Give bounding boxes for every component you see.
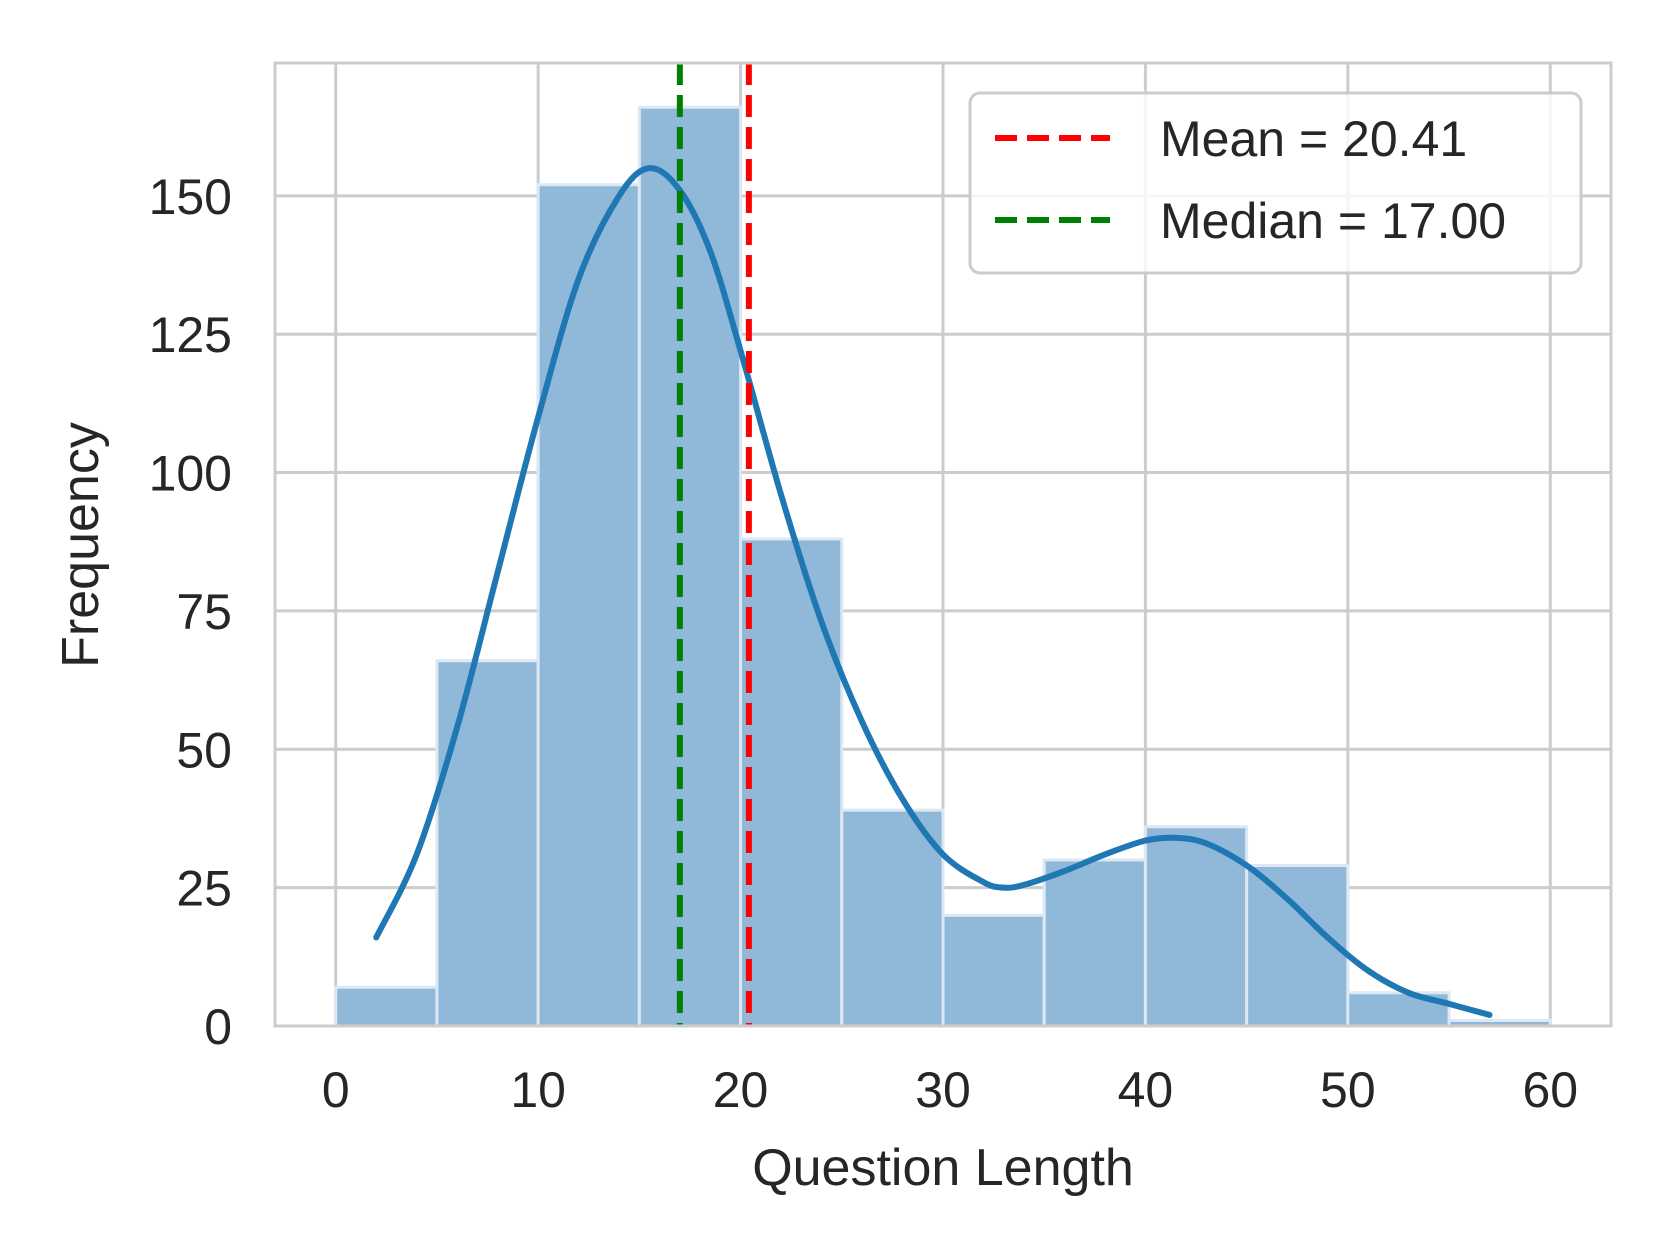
x-axis-label: Question Length — [752, 1139, 1134, 1197]
plot-frame — [273, 61, 1613, 1028]
histogram-bars — [334, 105, 1552, 1028]
kde-curve — [373, 165, 1493, 1018]
histogram-bar — [334, 985, 439, 1028]
histogram-bar — [536, 183, 641, 1028]
y-tick-label: 150 — [149, 169, 232, 225]
y-tick-label: 125 — [149, 307, 232, 363]
histogram-bar — [941, 913, 1046, 1028]
histogram-bar — [435, 659, 540, 1028]
histogram-bar — [840, 808, 945, 1028]
x-tick-label: 60 — [1522, 1062, 1578, 1118]
histogram-bar — [1042, 858, 1147, 1028]
y-tick-label: 100 — [149, 446, 232, 502]
x-tick-label: 0 — [322, 1062, 350, 1118]
x-tick-label: 10 — [510, 1062, 566, 1118]
legend-mean-label: Mean = 20.41 — [1160, 111, 1467, 167]
x-tick-label: 30 — [915, 1062, 971, 1118]
histogram-bar — [1143, 825, 1249, 1028]
x-tick-label: 20 — [713, 1062, 769, 1118]
y-tick-label: 50 — [176, 722, 232, 778]
reference-lines — [676, 63, 752, 1026]
histogram-bar — [637, 105, 743, 1028]
legend: Mean = 20.41 Median = 17.00 — [968, 91, 1583, 275]
y-tick-label: 0 — [204, 999, 232, 1055]
histogram-bar — [1346, 991, 1451, 1028]
legend-median-label: Median = 17.00 — [1160, 193, 1506, 249]
histogram-bar — [739, 537, 844, 1028]
x-tick-label: 50 — [1320, 1062, 1376, 1118]
x-axis-ticks: 0 10 20 30 40 50 60 — [322, 1062, 1578, 1118]
x-tick-label: 40 — [1118, 1062, 1174, 1118]
legend-box — [968, 91, 1583, 275]
y-tick-label: 75 — [176, 584, 232, 640]
y-axis-label: Frequency — [52, 422, 110, 668]
y-axis-ticks: 0 25 50 75 100 125 150 — [149, 169, 232, 1055]
y-tick-label: 25 — [176, 861, 232, 917]
